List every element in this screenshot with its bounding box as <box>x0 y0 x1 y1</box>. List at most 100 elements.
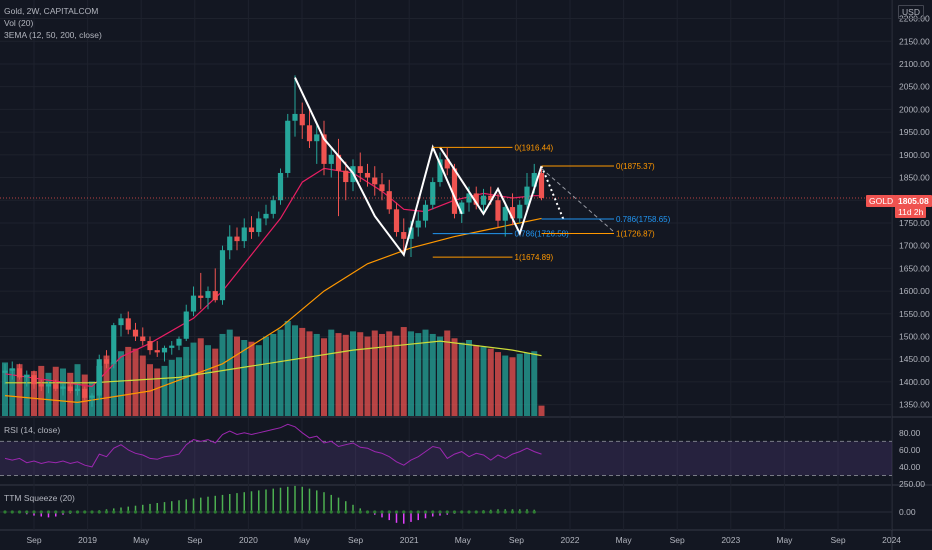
time-tick-label: May <box>455 535 472 545</box>
candle-body <box>401 232 407 239</box>
candle-body <box>154 350 160 353</box>
ttm-dot <box>228 510 232 514</box>
volume-bar <box>502 355 509 416</box>
volume-bar <box>292 325 298 416</box>
last-price-badge: 1805.08 <box>895 195 932 207</box>
ttm-dot <box>402 510 406 514</box>
ttm-dot <box>496 510 500 514</box>
volume-bar <box>458 342 465 416</box>
fib-level-label: 1(1726.87) <box>616 229 655 238</box>
candle-body <box>234 236 240 242</box>
candle-body <box>357 166 363 173</box>
candle-body <box>89 395 95 398</box>
volume-bar <box>393 335 400 416</box>
volume-bar <box>139 355 146 416</box>
candle-body <box>31 375 37 385</box>
ttm-dot <box>518 510 522 514</box>
ttm-dot <box>220 510 225 514</box>
volume-bar <box>161 365 168 416</box>
volume-bar <box>524 352 530 416</box>
price-tick-label: 1950.00 <box>899 127 930 137</box>
candle-body <box>473 193 479 205</box>
fib-level-label: 0(1916.44) <box>515 143 554 152</box>
time-tick-label: 2023 <box>721 535 740 545</box>
volume-bar <box>9 368 16 416</box>
time-tick-label: 2020 <box>239 535 258 545</box>
candle-body <box>212 291 218 301</box>
time-tick-label: Sep <box>348 535 363 545</box>
price-tick-label: 1850.00 <box>899 173 930 183</box>
volume-bar <box>328 329 335 416</box>
candle-body <box>364 172 371 178</box>
ttm-dot <box>460 510 464 514</box>
candle-body <box>176 338 182 346</box>
ttm-dot <box>155 510 159 514</box>
price-tick-label: 1350.00 <box>899 400 930 410</box>
volume-bar <box>379 333 385 416</box>
volume-bar <box>219 333 226 416</box>
ttm-dot <box>10 510 14 514</box>
ttm-dot <box>322 510 326 514</box>
candle-body <box>67 386 73 392</box>
candle-body <box>299 113 305 126</box>
candle-body <box>459 202 465 214</box>
volume-bar <box>400 327 407 416</box>
candle-body <box>372 177 378 185</box>
candle-body <box>16 368 23 378</box>
fib-level-label: 0.786(1726.58) <box>515 230 570 239</box>
candle-body <box>437 159 443 183</box>
ttm-dot <box>235 510 239 514</box>
price-tick-label: 1400.00 <box>899 377 930 387</box>
time-tick-label: Sep <box>830 535 845 545</box>
currency-badge[interactable]: USD <box>898 5 924 19</box>
candle-body <box>24 375 30 378</box>
candle-body <box>132 329 139 337</box>
volume-bar <box>335 333 342 416</box>
candle-body <box>103 359 110 364</box>
candle-body <box>161 347 168 353</box>
time-tick-label: 2024 <box>882 535 901 545</box>
ttm-dot <box>373 510 377 514</box>
volume-bar <box>495 352 501 416</box>
volume-bar <box>52 366 59 416</box>
volume-bar <box>364 336 371 416</box>
ttm-dot <box>358 510 362 514</box>
volume-bar <box>23 374 30 416</box>
candle-body <box>451 168 458 214</box>
price-tick-label: 1700.00 <box>899 241 930 251</box>
ttm-dot <box>162 510 167 514</box>
candle-body <box>140 336 146 342</box>
candle-body <box>256 218 262 233</box>
ttm-dot <box>394 510 399 514</box>
candle-body <box>82 388 88 398</box>
candle-body <box>306 125 313 142</box>
time-tick-label: 2022 <box>561 535 580 545</box>
candle-body <box>531 172 537 187</box>
price-tick-label: 1750.00 <box>899 218 930 228</box>
candle-body <box>270 200 276 214</box>
ttm-dot <box>54 510 58 514</box>
volume-bar <box>313 333 320 416</box>
ttm-dot <box>104 510 109 514</box>
candle-body <box>292 113 298 121</box>
candle-body <box>147 341 153 351</box>
ttm-dot <box>264 510 268 514</box>
volume-bar <box>154 368 161 416</box>
candle-body <box>198 295 204 298</box>
ttm-dot <box>126 510 130 514</box>
ttm-dot <box>416 510 420 514</box>
time-tick-label: May <box>294 535 311 545</box>
fib-level-label: 0.786(1758.65) <box>616 215 671 224</box>
time-tick-label: Sep <box>187 535 202 545</box>
ttm-dot <box>17 510 22 514</box>
price-tick-label: 2050.00 <box>899 82 930 92</box>
ttm-dot <box>380 510 384 514</box>
candle-body <box>430 182 436 205</box>
volume-bar <box>321 338 327 416</box>
price-tick-label: 1650.00 <box>899 263 930 273</box>
ttm-dot <box>32 510 36 514</box>
volume-bar <box>132 348 139 416</box>
time-tick-label: Sep <box>26 535 41 545</box>
time-tick-label: May <box>133 535 150 545</box>
